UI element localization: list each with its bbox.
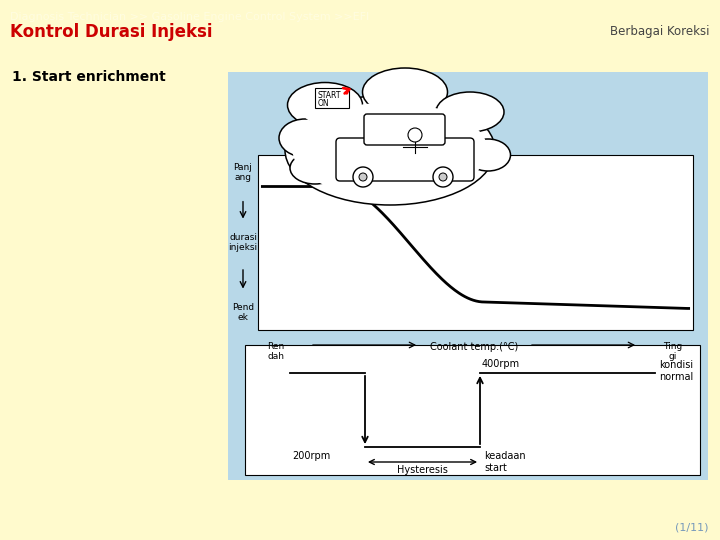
Text: 400rpm: 400rpm — [482, 359, 520, 369]
Circle shape — [325, 141, 339, 155]
Ellipse shape — [289, 126, 327, 154]
Text: Diagnosis Technician >> Gasoline Engine Control System >>EFI: Diagnosis Technician >> Gasoline Engine … — [10, 12, 369, 22]
FancyBboxPatch shape — [364, 114, 445, 145]
Text: kondisi
normal: kondisi normal — [659, 360, 693, 382]
Text: Coolant temp.(°C): Coolant temp.(°C) — [430, 342, 518, 352]
Ellipse shape — [292, 103, 487, 198]
Text: Berbagai Koreksi: Berbagai Koreksi — [611, 25, 710, 38]
Text: Pend
ek: Pend ek — [232, 303, 254, 322]
FancyBboxPatch shape — [245, 345, 700, 475]
Text: Panj
ang: Panj ang — [233, 163, 253, 182]
Circle shape — [433, 167, 453, 187]
Circle shape — [353, 167, 373, 187]
Ellipse shape — [442, 101, 494, 131]
Text: Hysteresis: Hysteresis — [397, 465, 448, 475]
Ellipse shape — [285, 95, 495, 205]
FancyBboxPatch shape — [228, 72, 708, 480]
Ellipse shape — [436, 92, 504, 132]
Circle shape — [359, 173, 367, 181]
Text: Ting
gi: Ting gi — [663, 342, 683, 361]
Text: durasi
injeksi: durasi injeksi — [228, 233, 258, 252]
Text: ON: ON — [318, 98, 330, 107]
Text: (1/11): (1/11) — [675, 522, 708, 532]
Text: Ren
dah: Ren dah — [267, 342, 284, 361]
Circle shape — [408, 128, 422, 142]
Circle shape — [339, 111, 357, 129]
Ellipse shape — [466, 139, 510, 171]
Circle shape — [326, 123, 350, 147]
Ellipse shape — [362, 68, 448, 116]
Ellipse shape — [290, 152, 340, 184]
Circle shape — [439, 173, 447, 181]
Text: 200rpm: 200rpm — [292, 451, 330, 461]
Ellipse shape — [300, 91, 360, 125]
FancyBboxPatch shape — [315, 88, 349, 108]
Ellipse shape — [279, 119, 331, 157]
FancyBboxPatch shape — [258, 155, 693, 330]
Text: keadaan
start: keadaan start — [484, 451, 526, 472]
Ellipse shape — [287, 83, 362, 127]
Ellipse shape — [370, 77, 440, 115]
Text: START: START — [318, 91, 341, 99]
Text: Kontrol Durasi Injeksi: Kontrol Durasi Injeksi — [10, 23, 212, 41]
FancyBboxPatch shape — [336, 138, 474, 181]
Text: 1. Start enrichment: 1. Start enrichment — [12, 70, 166, 84]
